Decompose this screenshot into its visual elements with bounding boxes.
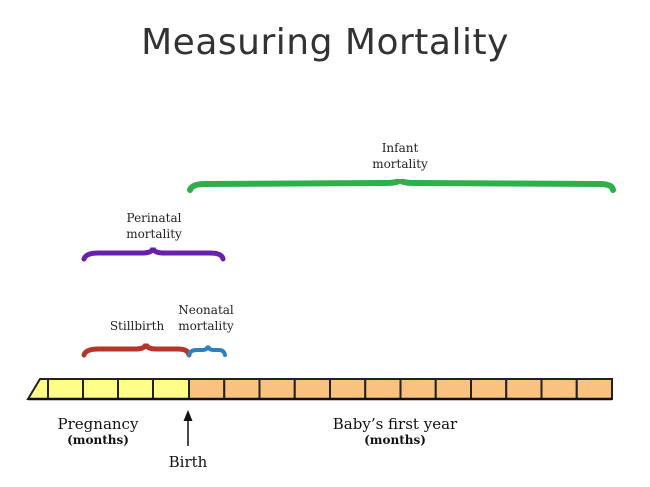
- infant-mortality-bracket: [187, 177, 616, 193]
- perinatal-mortality-label: Perinatal mortality: [126, 211, 182, 241]
- pregnancy-units-label: (months): [67, 433, 129, 447]
- month-cell-10: [505, 378, 543, 400]
- stillbirth-bracket: [81, 343, 192, 358]
- birth-arrow: [183, 410, 193, 446]
- month-cell-12: [575, 378, 613, 400]
- month-cell-1: [188, 378, 226, 400]
- first-year-units-label: (months): [364, 433, 426, 447]
- month-cell-6: [364, 378, 402, 400]
- month-cell-3: [258, 378, 296, 400]
- pregnancy-cell-2: [82, 378, 119, 400]
- stillbirth-label: Stillbirth: [109, 319, 165, 333]
- perinatal-mortality-bracket: [81, 247, 226, 262]
- pregnancy-cell-4: [152, 378, 190, 400]
- first-year-label: Baby’s first year: [332, 415, 458, 433]
- month-cell-4: [293, 378, 331, 400]
- pregnancy-cell-0: [26, 378, 49, 400]
- infant-mortality-label: Infant mortality: [372, 141, 428, 171]
- page-title: Measuring Mortality: [141, 22, 509, 63]
- month-cell-5: [329, 378, 367, 400]
- month-cell-2: [223, 378, 261, 400]
- neonatal-mortality-bracket: [187, 345, 227, 357]
- pregnancy-cell-3: [117, 378, 154, 400]
- pregnancy-cells: [26, 378, 190, 400]
- birth-label: Birth: [168, 453, 208, 471]
- pregnancy-label: Pregnancy: [57, 415, 139, 433]
- month-cell-11: [540, 378, 578, 400]
- month-cell-7: [399, 378, 437, 400]
- month-cell-9: [470, 378, 508, 400]
- month-cell-8: [434, 378, 472, 400]
- first-year-cells: [188, 378, 613, 400]
- neonatal-mortality-label: Neonatal mortality: [178, 303, 234, 333]
- pregnancy-cell-1: [47, 378, 84, 400]
